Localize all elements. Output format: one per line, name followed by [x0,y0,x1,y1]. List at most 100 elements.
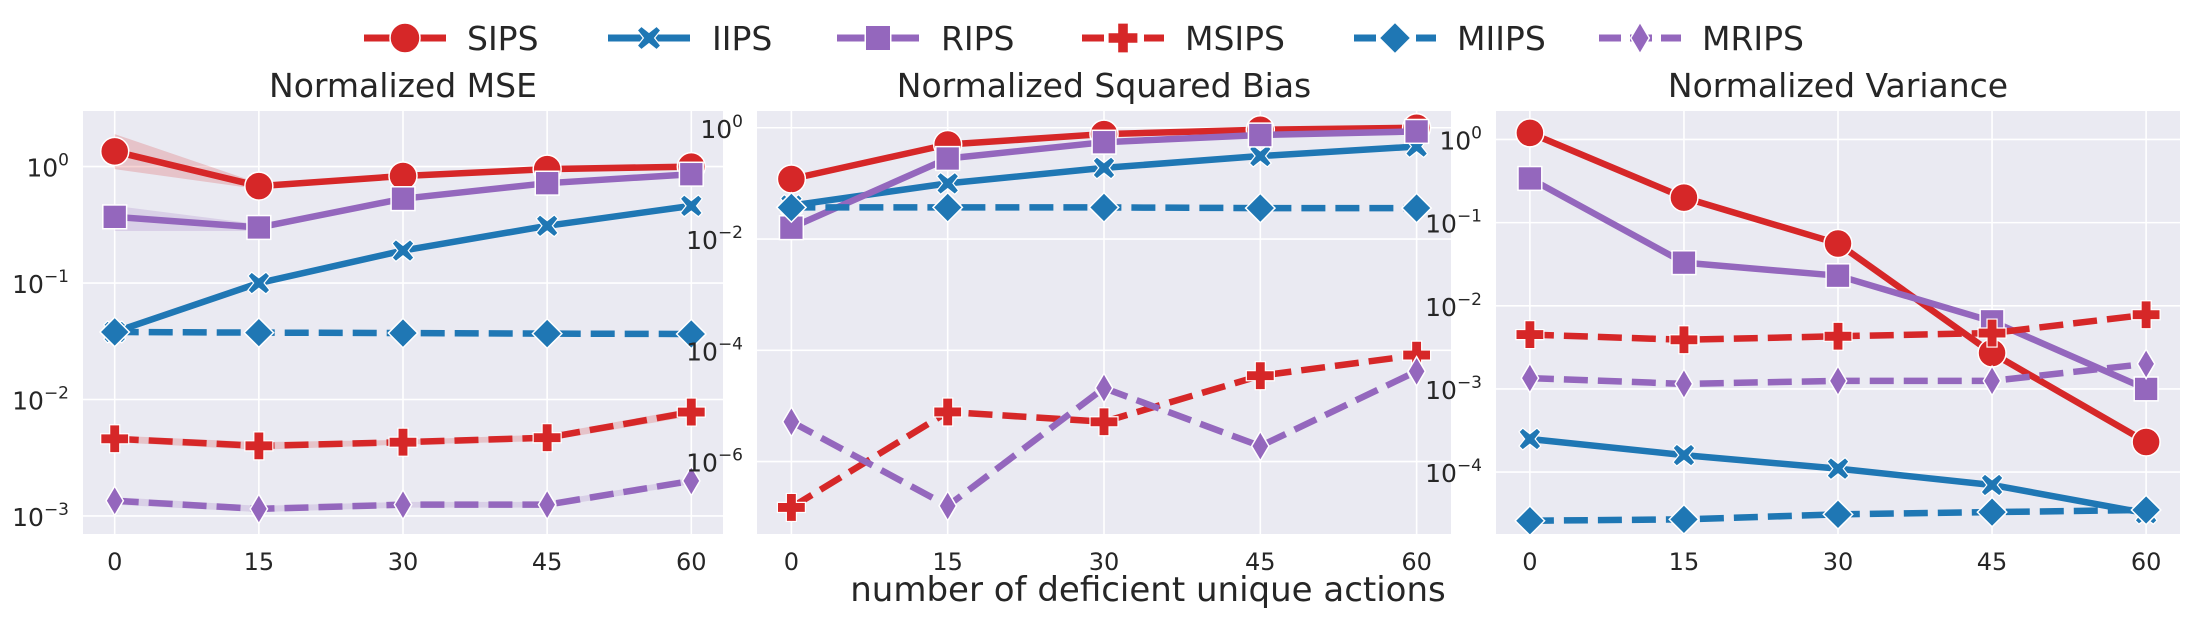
data-point-mrips [938,489,958,523]
panel-title: Normalized Squared Bias [897,66,1311,105]
data-point-miips [1244,192,1277,224]
data-point-mrips [1828,364,1848,398]
data-point-iips [1980,473,2004,497]
y-tick-label: 10−2 [1425,290,1482,322]
data-point-mrips [393,488,413,521]
data-point-rips [102,204,128,230]
data-point-rips [2133,376,2159,402]
series-miips [775,191,1433,224]
data-point-iips [1092,156,1116,180]
legend-entry-msips: MSIPS [1082,19,1285,58]
data-point-rips [1671,250,1697,276]
legend-entry-mrips: MRIPS [1599,19,1804,58]
data-point-miips [1976,496,2008,528]
data-point-iips [1826,456,1850,481]
legend-label-rips: RIPS [941,19,1015,58]
legend-label-sips: SIPS [467,19,539,58]
data-point-miips [1822,498,1854,531]
legend-marker-rips [864,24,892,52]
data-point-rips [935,145,961,172]
data-point-msips [532,423,562,453]
data-point-msips [244,431,274,461]
data-point-mrips [1250,429,1270,463]
legend-entry-miips: MIIPS [1354,19,1546,58]
data-point-msips [100,424,130,454]
data-point-miips [243,316,275,349]
series-mrips [1520,347,2156,401]
y-tick-label: 100 [700,112,743,144]
data-point-miips [675,318,708,350]
chart-panels: 0 15 30 45 60 10−3 10−2 10−1 100 Normalized MSE 0 1… [12,66,2180,576]
data-point-miips [1400,192,1433,224]
legend-label-miips: MIIPS [1457,19,1546,58]
data-point-miips [387,317,419,349]
data-point-sips [244,171,274,201]
series-sips [1515,118,2161,457]
y-tick-label: 10−6 [686,446,743,478]
y-tick-label: 100 [26,151,69,183]
data-point-rips [1825,263,1851,289]
data-point-iips [679,194,704,218]
x-tick-label: 0 [784,548,799,576]
data-point-iips [1248,144,1273,168]
x-tick-label: 0 [1522,548,1537,576]
legend-entry-sips: SIPS [364,19,539,58]
data-point-miips [2130,494,2162,526]
x-tick-label: 60 [1401,548,1432,576]
series-line-msips [789,351,1418,511]
y-tick-label: 10−4 [1425,456,1482,488]
x-tick-label: 30 [388,548,419,576]
x-tick-label: 60 [676,548,707,576]
panel-title: Normalized Variance [1668,66,2008,105]
data-point-iips [935,171,960,196]
legend-label-mrips: MRIPS [1702,19,1804,58]
data-point-miips [1088,191,1120,224]
x-tick-label: 60 [2131,548,2162,576]
legend-marker-iips [636,25,662,51]
data-point-iips [535,214,559,238]
x-tick-label: 15 [932,548,963,576]
legend-entry-iips: IIPS [608,19,772,58]
data-point-iips [247,271,271,295]
x-tick-label: 45 [1977,548,2008,576]
data-point-miips [931,191,964,224]
panel-normalized-mse: 0 15 30 45 60 10−3 10−2 10−1 100 Normalized MSE [12,66,723,576]
legend-marker-sips [389,22,421,54]
data-point-msips [2131,300,2161,330]
panel-title: Normalized MSE [269,66,537,105]
data-point-sips [99,136,130,167]
x-tick-label: 15 [244,548,275,576]
data-point-mrips [249,492,269,526]
series-iips [102,194,704,344]
data-point-msips [1977,318,2007,348]
data-point-mrips [1674,367,1694,401]
data-point-msips [776,492,806,523]
data-point-miips [775,191,808,224]
data-point-miips [98,316,131,348]
x-tick-label: 15 [1669,548,1700,576]
panel-normalized-squared-bias: 0 15 30 45 60 10−6 10−4 10−2 100 Normalized Squar… [686,66,1451,576]
series-mrips [781,355,1427,523]
series-line-mrips [789,368,1419,510]
x-tick-label: 45 [1245,548,1276,576]
series-msips [1515,300,2161,355]
data-point-sips [1823,228,1853,259]
y-tick-label: 10−1 [1425,207,1482,239]
data-point-msips [1669,325,1699,355]
data-point-iips [391,238,415,263]
data-point-msips [933,397,963,427]
data-point-rips [1403,118,1430,145]
data-point-mrips [781,405,801,438]
data-point-rips [1517,165,1543,192]
data-point-sips [388,161,418,191]
data-point-rips [678,161,704,187]
data-point-rips [246,214,272,241]
x-tick-label: 0 [107,548,122,576]
legend: SIPS IIPS RIPS MSIPS MIIPS MRIPS [364,19,1804,58]
data-point-rips [1247,122,1273,148]
y-tick-label: 10−3 [1425,373,1482,405]
data-point-msips [1515,320,1545,350]
data-point-msips [388,427,418,457]
data-point-rips [390,186,416,212]
data-point-msips [1089,407,1119,437]
